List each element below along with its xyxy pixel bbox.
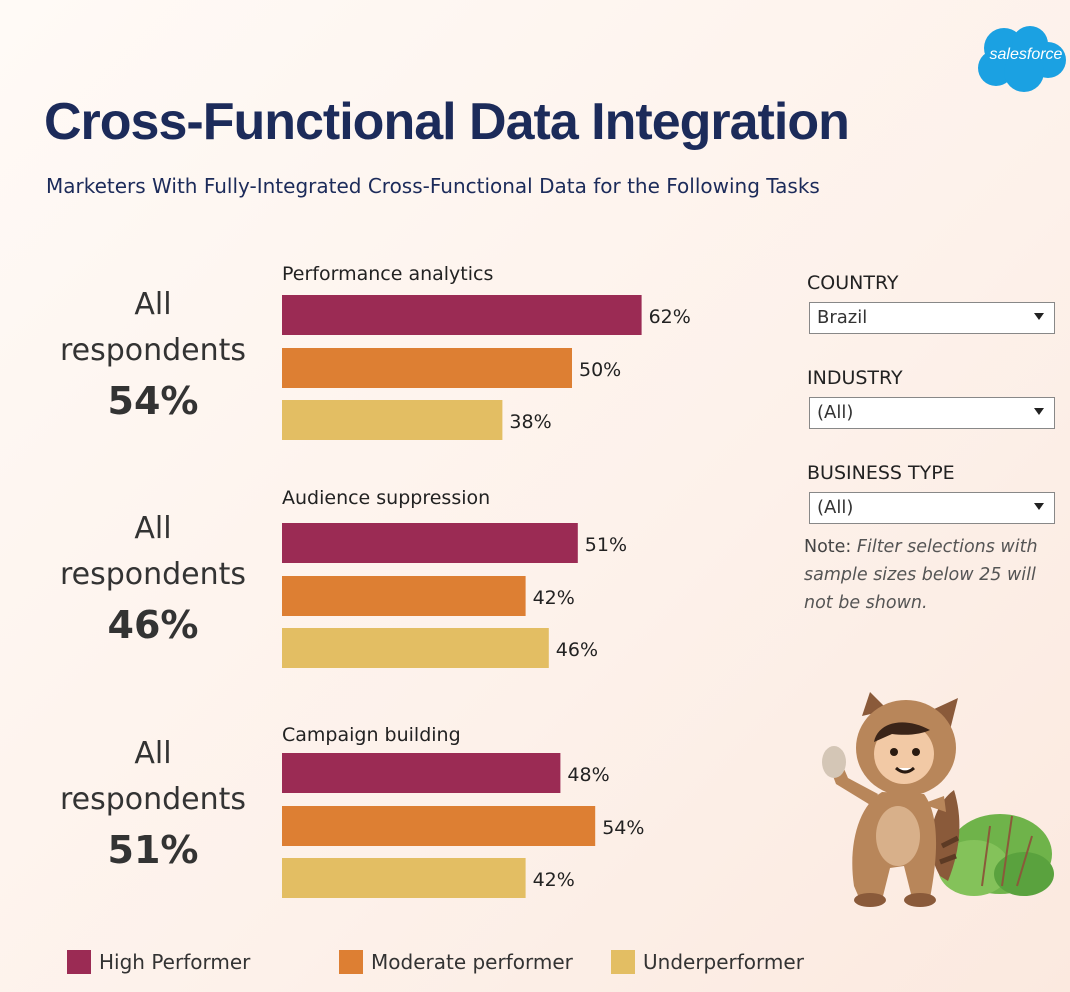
country-filter-label: COUNTRY	[807, 272, 899, 294]
dropdown-arrow-icon	[1034, 503, 1044, 510]
legend-label: Underperformer	[643, 950, 804, 974]
bar-value-label: 48%	[567, 764, 609, 786]
dropdown-arrow-icon	[1034, 408, 1044, 415]
note-prefix: Note:	[804, 537, 852, 557]
group-title: Performance analytics	[282, 263, 493, 285]
bar	[282, 806, 596, 846]
bar	[282, 348, 572, 388]
bush-shape	[938, 814, 1054, 896]
body-shape	[852, 792, 937, 907]
all-respondents-summary: All respondents 46%	[40, 506, 266, 652]
all-respondents-summary: All respondents 54%	[40, 282, 266, 428]
business-type-filter-label: BUSINESS TYPE	[807, 462, 955, 484]
tail-shape	[930, 790, 960, 881]
legend-swatch	[67, 950, 91, 974]
bar	[282, 628, 549, 668]
bar-value-label: 51%	[585, 534, 627, 556]
respondents-label: respondents	[59, 782, 247, 817]
bar-value-label: 38%	[509, 411, 551, 433]
legend-label: Moderate performer	[371, 950, 573, 974]
all-label: All	[134, 736, 172, 771]
filter-note: Note: Filter selections with sample size…	[804, 533, 1066, 617]
legend-swatch	[339, 950, 363, 974]
bar-value-label: 50%	[579, 359, 621, 381]
note-text: Filter selections with sample sizes belo…	[804, 537, 1038, 613]
industry-select[interactable]: (All)	[809, 397, 1055, 429]
industry-filter-label: INDUSTRY	[807, 367, 903, 389]
country-select[interactable]: Brazil	[809, 302, 1055, 334]
respondents-label: respondents	[59, 557, 247, 592]
country-select-value: Brazil	[817, 307, 868, 328]
bar-value-label: 42%	[533, 587, 575, 609]
mascot-illustration	[822, 692, 1054, 907]
bar-value-label: 54%	[602, 817, 644, 839]
bar	[282, 295, 642, 335]
all-label: All	[134, 287, 172, 322]
cloud-shape	[978, 26, 1066, 92]
bar	[282, 523, 578, 563]
logo-text: salesforce	[989, 46, 1063, 63]
head-shape	[856, 692, 958, 796]
bar	[282, 753, 561, 793]
page-title: Cross-Functional Data Integration	[44, 93, 850, 151]
respondents-label: respondents	[59, 333, 247, 368]
legend-label: High Performer	[99, 950, 251, 974]
business-type-select[interactable]: (All)	[809, 492, 1055, 524]
bar	[282, 576, 526, 616]
dropdown-arrow-icon	[1034, 313, 1044, 320]
group-title: Campaign building	[282, 724, 461, 746]
bar-value-label: 62%	[649, 306, 691, 328]
salesforce-logo	[978, 26, 1066, 92]
bar	[282, 400, 503, 440]
arms-shape	[822, 746, 946, 812]
bar-chart: Performance analytics 62% 50% 38% Audience s…	[282, 263, 691, 898]
all-label: All	[134, 511, 172, 546]
group-title: Audience suppression	[282, 487, 490, 509]
industry-select-value: (All)	[817, 402, 854, 423]
page-subtitle: Marketers With Fully-Integrated Cross-Fu…	[46, 174, 820, 198]
all-respondents-value: 46%	[107, 603, 199, 647]
all-respondents-value: 51%	[107, 828, 199, 872]
all-respondents-value: 54%	[107, 379, 199, 423]
legend-swatch	[611, 950, 635, 974]
all-respondents-summary: All respondents 51%	[40, 731, 266, 877]
bar	[282, 858, 526, 898]
bar-value-label: 42%	[533, 869, 575, 891]
bar-value-label: 46%	[556, 639, 598, 661]
business-type-select-value: (All)	[817, 497, 854, 518]
